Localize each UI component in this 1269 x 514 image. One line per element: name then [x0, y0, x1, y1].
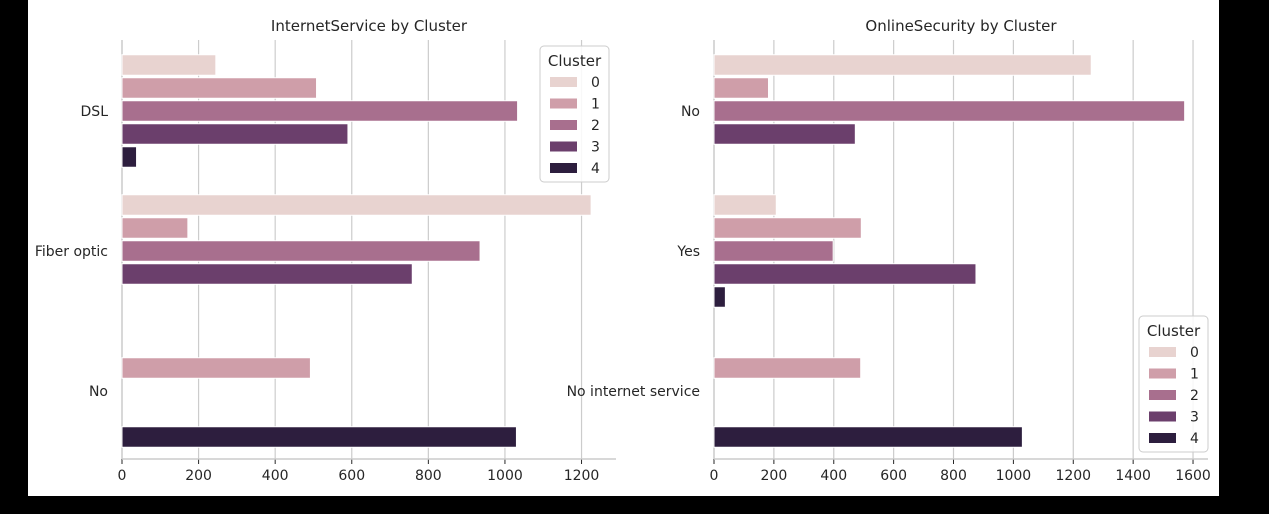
legend-swatch	[1149, 347, 1176, 357]
legend-label: 4	[1190, 431, 1199, 447]
x-tick-label: 1000	[996, 468, 1032, 484]
legend-label: 2	[1190, 388, 1199, 404]
bar	[713, 123, 856, 145]
legend-swatch	[550, 141, 577, 152]
x-tick-label: 1000	[487, 468, 523, 484]
bar	[713, 426, 1023, 448]
bar	[713, 54, 1092, 76]
legend-label: 0	[591, 75, 600, 91]
y-tick-label: Fiber optic	[35, 244, 108, 260]
legend-label: 0	[1190, 345, 1199, 361]
y-tick-label: Yes	[676, 244, 700, 260]
bar	[713, 357, 862, 379]
bar	[713, 217, 862, 239]
legend-label: 4	[591, 161, 600, 177]
x-tick-label: 1600	[1175, 468, 1211, 484]
y-tick-label: DSL	[81, 104, 109, 120]
x-tick-label: 1200	[564, 468, 600, 484]
bar	[121, 263, 413, 285]
legend-swatch	[1149, 411, 1176, 422]
x-tick-label: 800	[415, 468, 442, 484]
chart-figure: InternetService by Cluster 0 200 400 600 800…	[35, 17, 1211, 484]
x-tick-label: 600	[338, 468, 365, 484]
figure-canvas: InternetService by Cluster 0 200 400 600 800…	[28, 0, 1219, 496]
x-tick-label: 600	[880, 468, 907, 484]
legend-label: 2	[591, 118, 600, 134]
bar	[121, 123, 349, 145]
bar	[121, 217, 189, 239]
x-tick-label: 200	[761, 468, 788, 484]
chart-onlinesecurity: OnlineSecurity by Cluster 0 200 400 600 800 1…	[567, 17, 1211, 484]
legend-title: Cluster	[1147, 322, 1201, 340]
bar	[713, 240, 834, 262]
legend-swatch	[1149, 433, 1176, 443]
legend-swatch	[1149, 390, 1176, 400]
legend-label: 1	[591, 97, 600, 113]
x-tick-label: 800	[940, 468, 967, 484]
bar	[121, 240, 481, 262]
x-tick-label: 0	[118, 468, 127, 484]
bar	[121, 146, 138, 168]
y-tick-label: No	[89, 384, 108, 400]
bar	[121, 54, 217, 76]
chart-internetservice: InternetService by Cluster 0 200 400 600 800…	[35, 17, 616, 484]
x-tick-label: 0	[710, 468, 719, 484]
x-tick-label: 200	[185, 468, 212, 484]
legend-label: 1	[1190, 367, 1199, 383]
x-tick-label: 1400	[1115, 468, 1151, 484]
bar	[713, 263, 977, 285]
bar	[121, 357, 311, 379]
chart-title: OnlineSecurity by Cluster	[865, 17, 1057, 35]
legend-swatch	[550, 120, 577, 130]
legend-swatch	[550, 163, 577, 173]
chart-title: InternetService by Cluster	[271, 17, 468, 35]
bar	[121, 194, 592, 216]
legend-swatch	[550, 98, 577, 109]
bar	[713, 286, 726, 308]
legend-swatch	[550, 77, 577, 87]
bar	[713, 77, 769, 99]
x-tick-label: 400	[820, 468, 847, 484]
bar	[121, 426, 517, 448]
y-tick-label: No internet service	[567, 384, 700, 400]
bar	[713, 194, 777, 216]
x-tick-label: 1200	[1055, 468, 1091, 484]
legend-label: 3	[1190, 410, 1199, 426]
legend-label: 3	[591, 140, 600, 156]
legend-title: Cluster	[548, 52, 602, 70]
y-tick-label: No	[681, 104, 700, 120]
x-tick-label: 400	[262, 468, 289, 484]
bar	[121, 77, 318, 99]
legend-swatch	[1149, 368, 1176, 379]
bar	[713, 100, 1186, 122]
bar	[121, 100, 519, 122]
